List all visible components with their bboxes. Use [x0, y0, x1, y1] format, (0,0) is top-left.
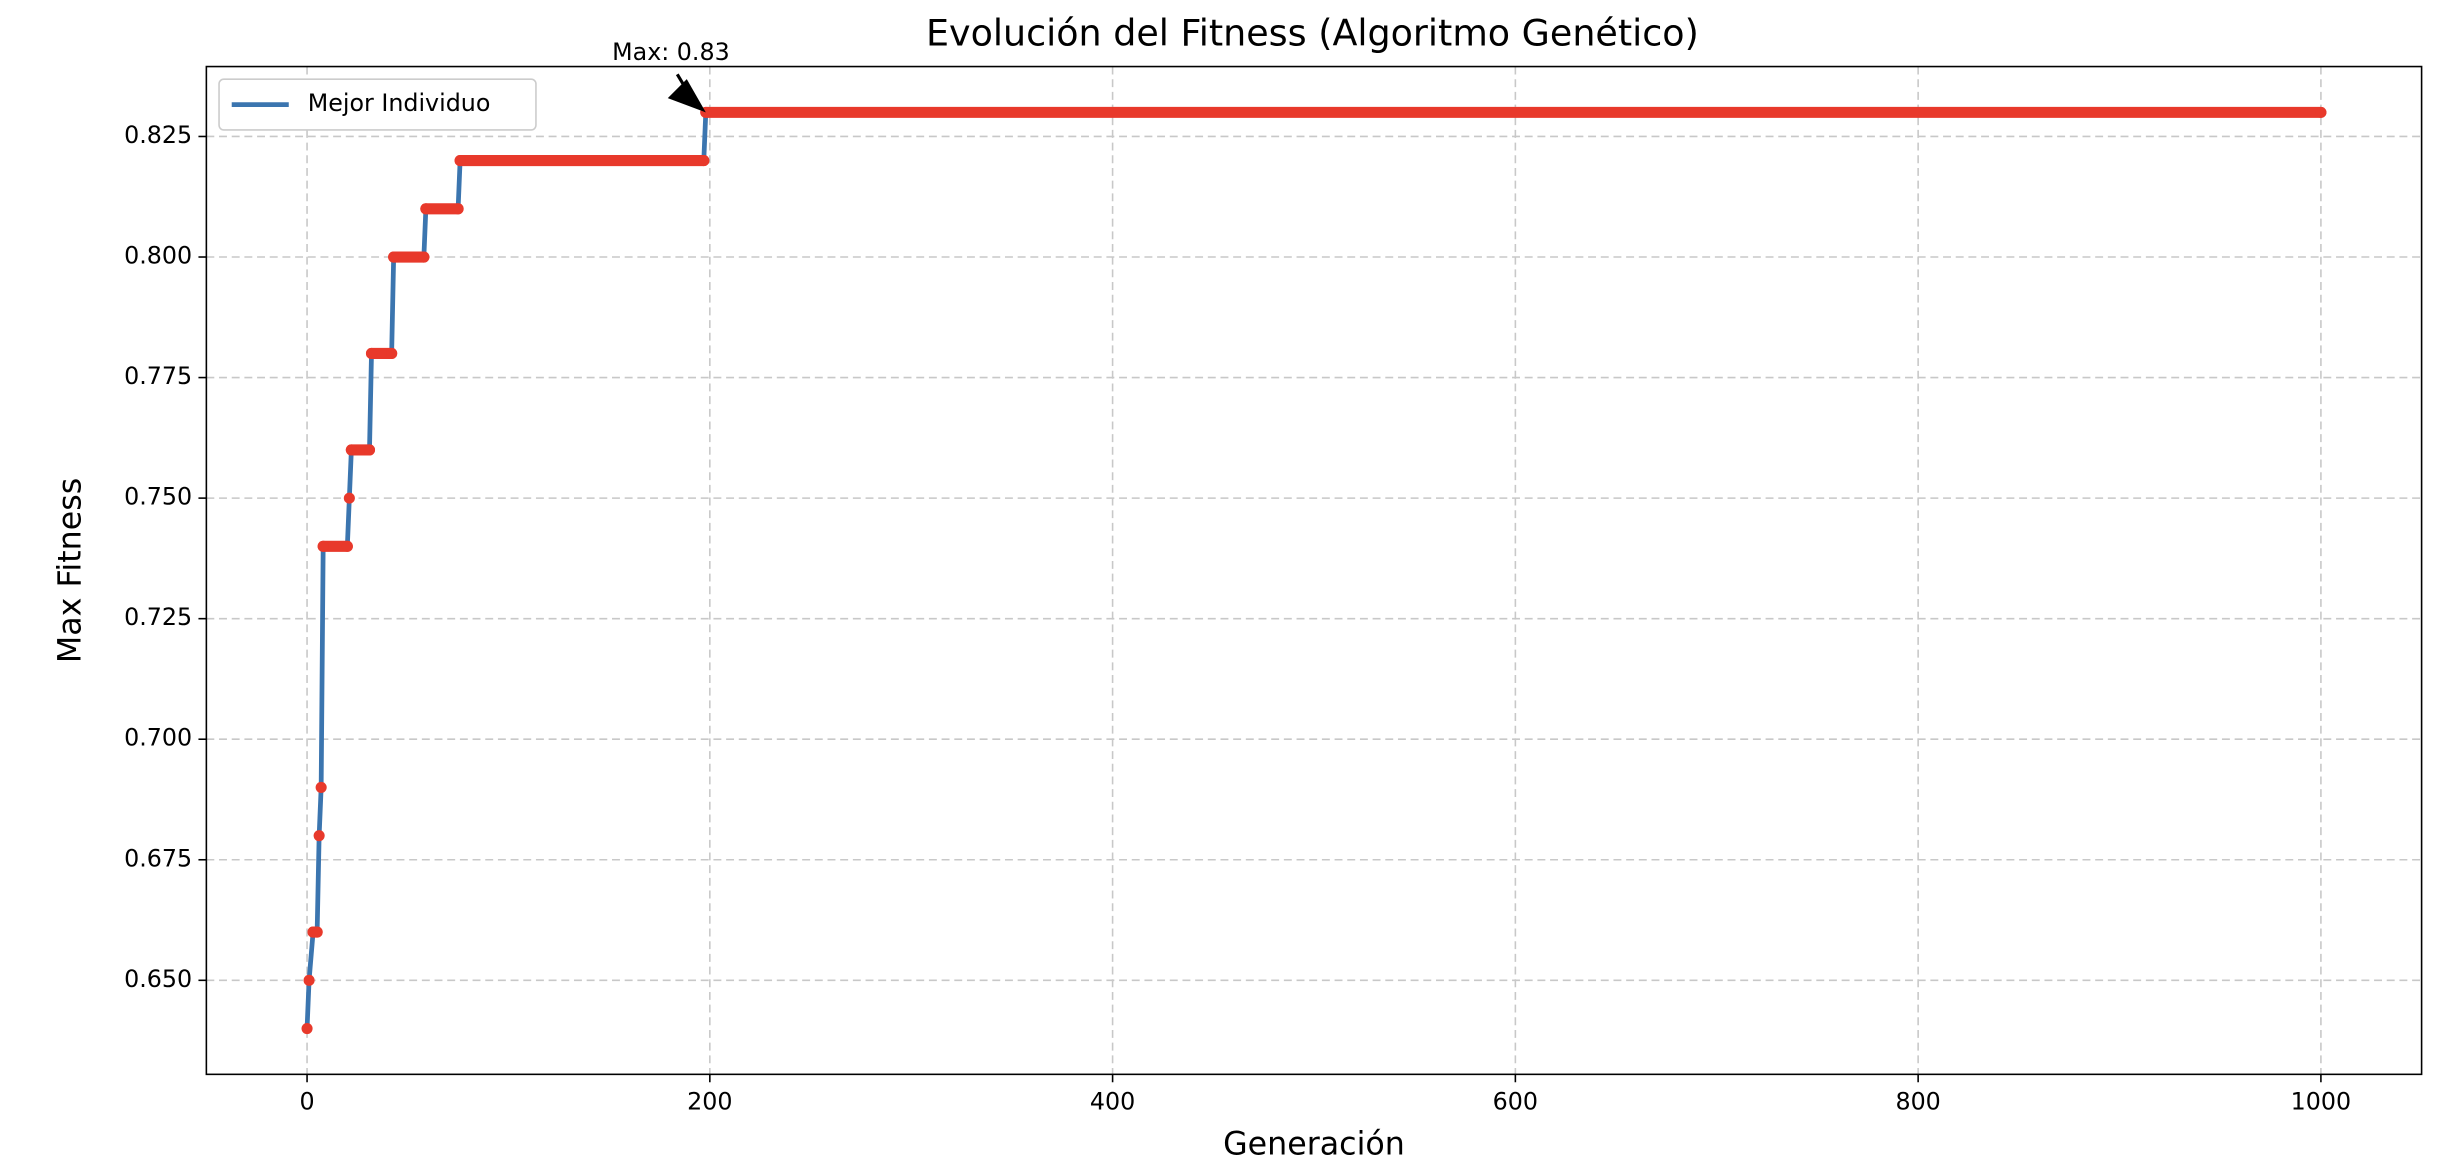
y-tick-label: 0.750	[124, 483, 192, 511]
annotation-arrowhead	[667, 79, 706, 113]
marker	[454, 155, 466, 167]
annotation: Max: 0.83	[612, 38, 730, 66]
marker	[345, 444, 357, 456]
marker	[317, 540, 329, 552]
marker	[420, 203, 432, 215]
y-tick-label: 0.775	[124, 362, 192, 390]
plot-frame	[205, 65, 2423, 1076]
x-tick-label: 400	[1090, 1087, 1135, 1115]
marker	[301, 1022, 313, 1035]
y-tick-label: 0.725	[124, 603, 192, 631]
y-tick-label: 0.675	[124, 844, 192, 872]
legend-box	[218, 78, 537, 131]
marker	[343, 492, 355, 504]
chart-title: Evolución del Fitness (Algoritmo Genétic…	[926, 11, 1699, 54]
marker	[698, 155, 710, 167]
marker	[315, 781, 327, 793]
y-tick-label: 0.700	[124, 724, 192, 752]
x-tick-label: 800	[1895, 1087, 1940, 1115]
marker	[363, 444, 376, 456]
marker	[388, 251, 400, 263]
x-axis-label: Generación	[1223, 1127, 1405, 1163]
y-tick-label: 0.650	[124, 965, 192, 993]
x-tick-label: 1000	[2291, 1087, 2351, 1115]
marker	[452, 203, 464, 215]
x-tick-label: 600	[1493, 1087, 1538, 1115]
y-tick-label: 0.800	[124, 242, 192, 270]
series-line	[304, 109, 2321, 1029]
x-tick-label: 0	[299, 1087, 314, 1115]
marker	[311, 926, 323, 938]
marker	[313, 830, 325, 842]
y-axis-label: Max Fitness	[53, 478, 89, 663]
marker	[341, 540, 353, 552]
marker	[303, 974, 315, 986]
x-tick-label: 200	[687, 1087, 732, 1115]
y-tick-label: 0.825	[124, 121, 192, 149]
marker	[418, 251, 430, 263]
marker	[365, 347, 378, 360]
legend-label: Mejor Individuo	[308, 89, 491, 117]
marker	[386, 347, 398, 360]
marker	[2315, 106, 2327, 118]
